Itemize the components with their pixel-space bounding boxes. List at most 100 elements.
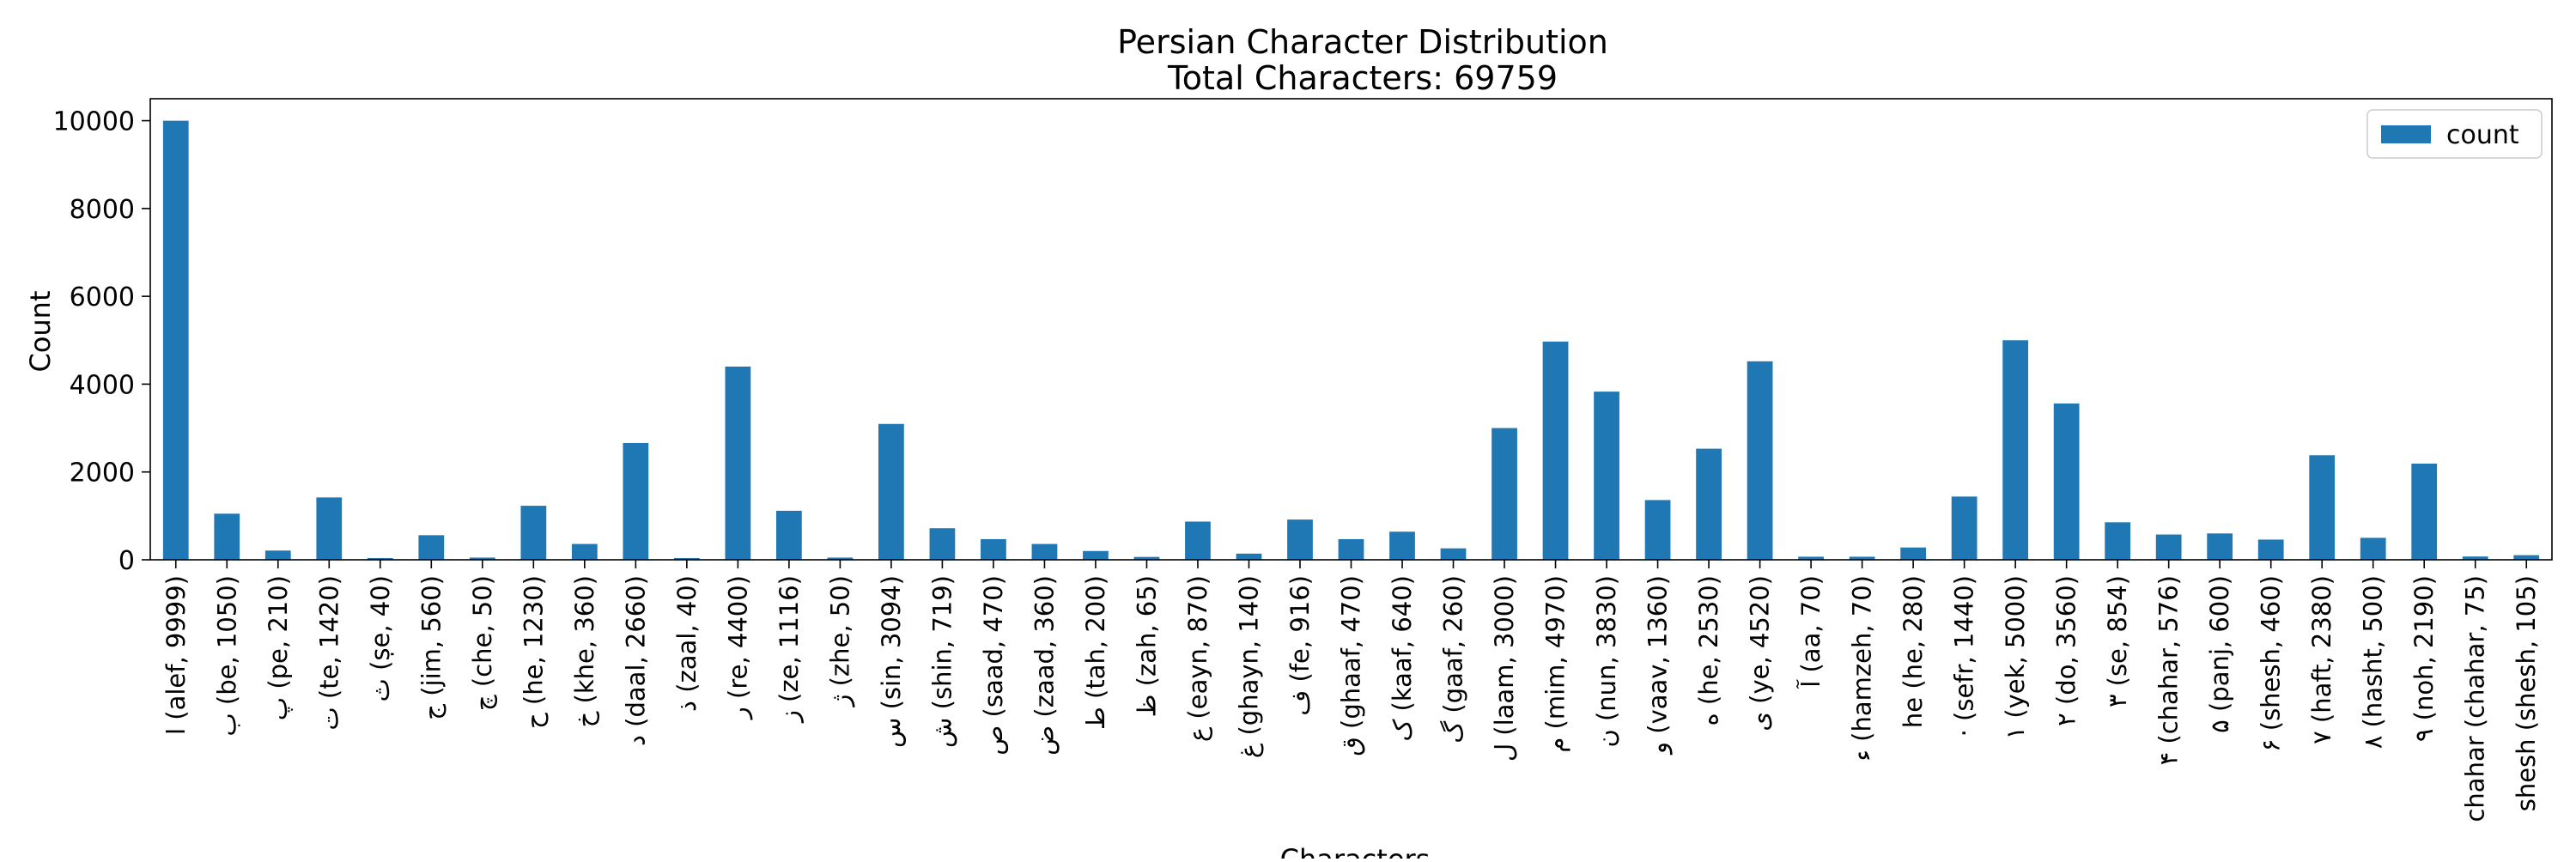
y-tick-label-1: 2000 [70, 458, 135, 489]
bar-36 [2002, 340, 2029, 560]
x-tick-label-25: گ (gaaf, 260) [1439, 575, 1468, 744]
x-tick-label-2: پ (pe, 210) [264, 575, 293, 720]
bar-32 [1798, 556, 1824, 560]
bar-35 [1951, 496, 1978, 560]
legend-label: count [2446, 120, 2519, 150]
bar-7 [520, 506, 547, 560]
bar-45 [2462, 556, 2488, 560]
bar-38 [2105, 522, 2131, 560]
y-tick-label-2: 4000 [70, 370, 135, 400]
bar-15 [929, 528, 956, 560]
bar-17 [1031, 543, 1058, 560]
bar-27 [1542, 341, 1569, 560]
bar-0 [162, 120, 189, 561]
bar-25 [1440, 548, 1467, 560]
x-tick-label-24: ک (kaaf, 640) [1388, 575, 1417, 742]
x-tick-label-26: ل (laam, 3000) [1490, 575, 1519, 762]
y-tick-label-5: 10000 [53, 107, 135, 137]
bar-10 [673, 557, 700, 560]
chart-subtitle: Total Characters: 69759 [1167, 59, 1558, 97]
x-tick-label-14: س (sin, 3094) [877, 575, 906, 748]
bar-5 [418, 535, 445, 560]
bar-41 [2257, 539, 2284, 560]
bar-40 [2207, 533, 2233, 560]
x-tick-label-18: ط (tah, 200) [1081, 575, 1110, 730]
x-tick-label-35: · (sefr, 1440) [1950, 575, 1979, 737]
x-tick-label-4: ث (ṣe, 40) [366, 575, 395, 701]
chart-title: Persian Character Distribution [1117, 23, 1608, 61]
bars-group [162, 120, 2540, 561]
x-tick-label-12: ز (ze, 1116) [775, 575, 804, 724]
x-tick-label-43: ٨ (hasht, 500) [2359, 575, 2388, 749]
bar-6 [469, 557, 495, 560]
x-tick-label-7: ح (he, 1230) [519, 575, 548, 729]
bar-16 [981, 538, 1006, 560]
bar-3 [316, 497, 343, 560]
x-tick-label-15: ش (shin, 719) [927, 575, 957, 748]
x-tick-label-37: ٢ (do, 3560) [2052, 575, 2081, 726]
x-tick-label-40: ۵ (panj, 600) [2205, 575, 2234, 733]
bar-24 [1389, 531, 1415, 560]
bar-31 [1747, 361, 1773, 560]
x-tick-label-10: ذ (zaal, 40) [672, 575, 702, 712]
x-tick-label-41: ۶ (shesh, 460) [2257, 575, 2286, 752]
bar-30 [1696, 448, 1722, 560]
bar-23 [1338, 538, 1364, 560]
x-tick-label-44: ٩ (noh, 2190) [2409, 575, 2439, 742]
bar-19 [1133, 556, 1160, 560]
bar-14 [878, 423, 904, 560]
x-tick-label-32: آ (aa, 70) [1795, 575, 1826, 689]
x-tick-label-1: ب (be, 1050) [212, 575, 241, 737]
x-tick-label-5: ج (jim, 560) [416, 575, 447, 720]
bar-8 [571, 543, 598, 560]
bar-39 [2155, 534, 2182, 560]
bar-43 [2360, 537, 2386, 560]
bar-44 [2411, 463, 2438, 560]
x-tick-label-36: ١ (yek, 5000) [2001, 575, 2030, 739]
x-tick-label-17: ض (zaad, 360) [1030, 575, 1059, 756]
x-tick-label-6: چ (che, 50) [468, 575, 497, 711]
bar-11 [725, 366, 751, 560]
x-tick-label-22: ف (fe, 916) [1285, 575, 1315, 716]
x-tick-label-29: و (vaav, 1360) [1643, 575, 1673, 756]
bar-4 [367, 557, 393, 560]
x-tick-label-9: د (daal, 2660) [621, 575, 650, 746]
bar-37 [2053, 403, 2080, 560]
x-tick-label-30: ه (he, 2530) [1694, 575, 1723, 726]
x-tick-label-19: ظ (zah, 65) [1132, 575, 1161, 717]
y-tick-label-3: 6000 [70, 282, 135, 313]
bar-21 [1236, 553, 1262, 560]
bar-34 [1900, 547, 1926, 560]
y-axis-label: Count [24, 290, 57, 372]
legend: count [2366, 109, 2543, 159]
x-tick-label-21: غ (ghayn, 140) [1234, 575, 1263, 758]
x-tick-label-38: ٣ (se, 854) [2103, 575, 2132, 707]
y-ticks-group: 0 2000 4000 6000 8000 10000 [53, 107, 150, 576]
x-tick-label-34: he (he, 280) [1899, 575, 1928, 728]
bar-29 [1644, 500, 1671, 560]
x-tick-label-27: م (mim, 4970) [1541, 575, 1571, 753]
x-tick-label-39: ۴ (chahar, 576) [2154, 575, 2184, 765]
x-ticks-group: ا (alef, 9999) ب (be, 1050) پ (pe, 210) ت (… [161, 560, 2541, 823]
bar-13 [827, 557, 854, 560]
bar-28 [1594, 392, 1619, 560]
x-tick-label-23: ق (ghaaf, 470) [1337, 575, 1366, 756]
x-tick-label-42: ٧ (haft, 2380) [2307, 575, 2336, 744]
x-tick-label-31: ی (ye, 4520) [1746, 575, 1775, 731]
bar-46 [2513, 555, 2540, 560]
x-tick-label-11: ر (re, 4400) [723, 575, 752, 720]
plot-frame [149, 98, 2553, 561]
x-tick-label-46: shesh (shesh, 105) [2512, 575, 2541, 811]
bar-9 [623, 442, 649, 560]
x-tick-label-28: ن (nun, 3830) [1592, 575, 1621, 748]
bar-42 [2309, 455, 2336, 560]
bar-1 [214, 513, 240, 560]
bar-20 [1185, 521, 1211, 560]
x-tick-label-13: ژ (zhe, 50) [825, 575, 854, 708]
bar-2 [264, 550, 291, 560]
x-tick-label-33: ء (hamzeh, 70) [1848, 575, 1877, 762]
x-tick-label-16: ص (saad, 470) [979, 575, 1008, 756]
x-tick-label-20: ع (eayn, 870) [1183, 575, 1212, 742]
